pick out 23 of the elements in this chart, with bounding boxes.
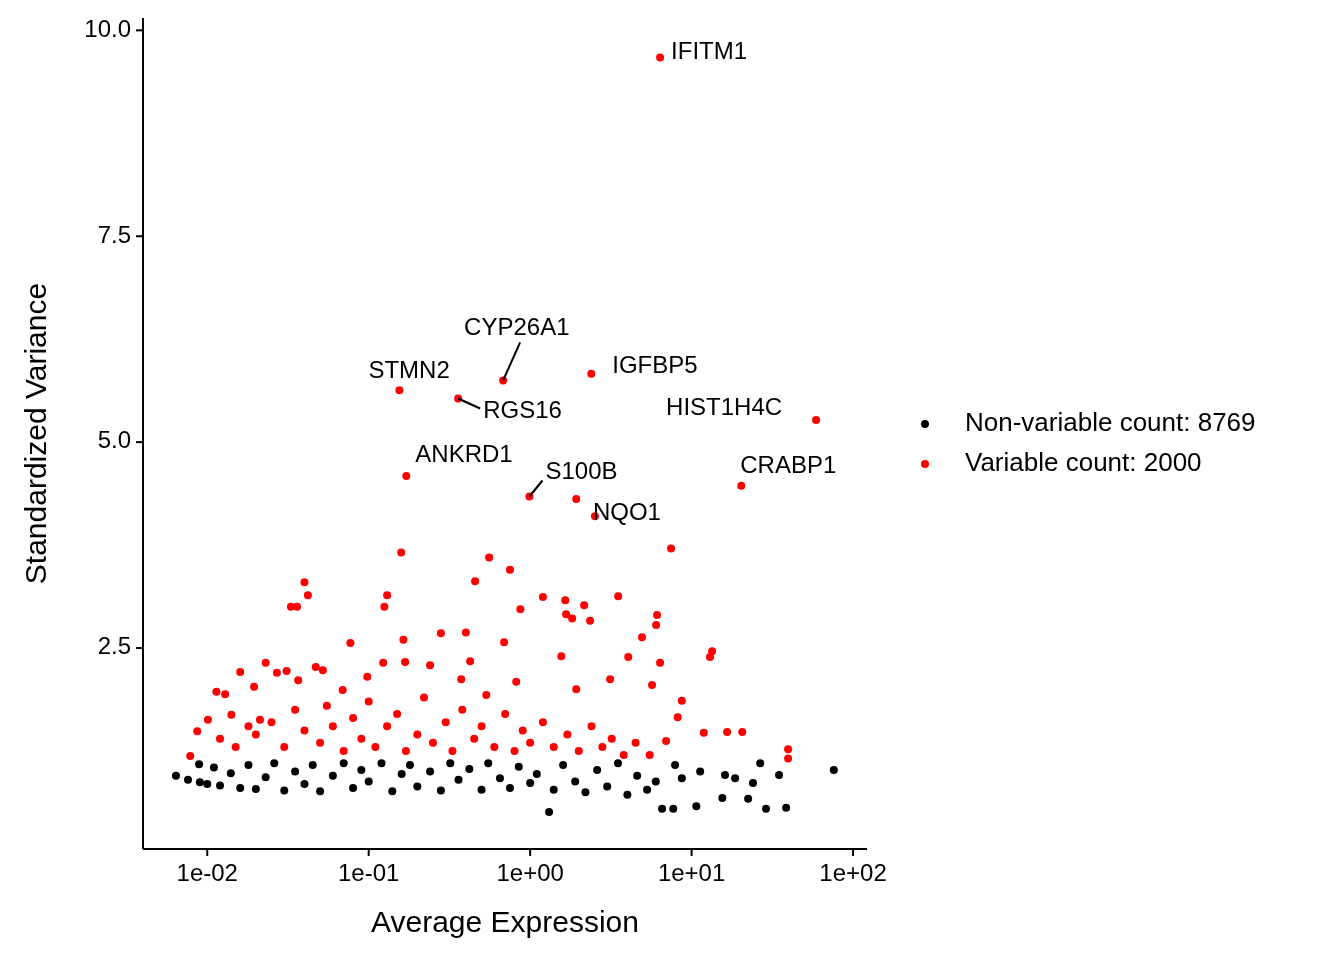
legend-label: Non-variable count: 8769 [965,406,1256,437]
x-tick-label: 1e+00 [496,859,564,886]
annotation: CRABP1 [740,451,837,479]
x-tick-label: 1e+02 [819,859,887,886]
y-tick-label: 5.0 [97,426,131,454]
annotation: NQO1 [592,497,661,525]
x-tick-label: 1e+01 [657,859,726,886]
y-axis-title: Standardized Variance [19,282,52,585]
y-tick-label: 2.5 [97,632,131,660]
annotation: ANKRD1 [415,440,513,468]
legend-label: Variable count: 2000 [965,446,1202,477]
annotation: RGS16 [483,395,562,423]
annotation: CYP26A1 [464,312,570,340]
annotation: S100B [545,456,618,484]
annotation: IGFBP5 [612,351,698,379]
x-tick-label: 1e-02 [176,859,238,886]
annotation: IFITM1 [671,36,748,64]
annotation: HIST1H4C [666,393,783,421]
y-tick-label: 10.0 [84,14,131,42]
x-tick-label: 1e-01 [338,859,400,886]
x-axis-title: Average Expression [371,905,639,938]
annotation: STMN2 [368,355,450,383]
y-tick-label: 7.5 [97,220,131,248]
